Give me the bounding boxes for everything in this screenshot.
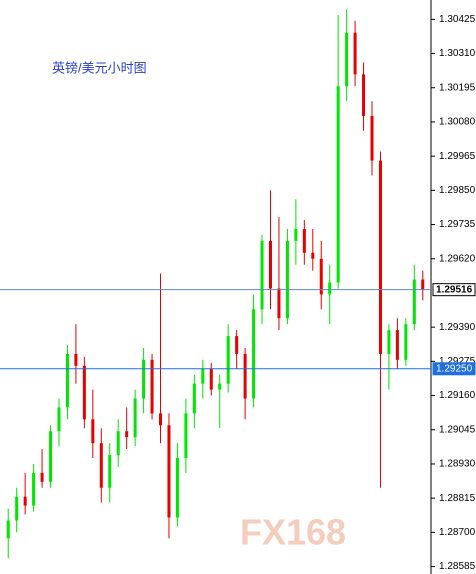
candle-body — [99, 443, 103, 488]
y-tick-label: 1.30195 — [439, 82, 476, 93]
candle-body — [40, 472, 44, 482]
y-tick-label: 1.29275 — [439, 356, 476, 367]
candle-body — [133, 398, 137, 438]
candle-body — [345, 32, 349, 87]
candle-body — [184, 413, 188, 459]
y-tick-label: 1.28700 — [439, 527, 476, 538]
y-tick-label: 1.30425 — [439, 14, 476, 25]
price-label-box — [432, 362, 476, 376]
y-tick-label: 1.30080 — [439, 117, 476, 128]
candle-body — [125, 431, 129, 438]
y-tick-label: 1.30310 — [439, 48, 476, 59]
candle-body — [32, 472, 36, 506]
y-tick-label: 1.29620 — [439, 253, 476, 264]
y-tick-label: 1.29965 — [439, 151, 476, 162]
y-tick-label: 1.29850 — [439, 185, 476, 196]
candle-body — [302, 229, 306, 253]
y-tick-label: 1.28815 — [439, 493, 476, 504]
candle-body — [175, 458, 179, 518]
y-tick-label: 1.29735 — [439, 219, 476, 230]
candle-body — [252, 309, 256, 399]
candle-body — [370, 115, 374, 161]
candle-body — [362, 74, 366, 116]
candle-body — [294, 229, 298, 241]
candle-body — [235, 336, 239, 354]
candle-body — [353, 32, 357, 75]
candle-body — [226, 336, 230, 384]
candle-body — [192, 383, 196, 414]
y-tick-label: 1.29160 — [439, 390, 476, 401]
candle-body — [387, 330, 391, 354]
candle-body — [142, 359, 146, 399]
candle-body — [243, 353, 247, 399]
candle-body — [167, 425, 171, 518]
candle-body — [218, 383, 222, 390]
candle-body — [6, 520, 10, 539]
candle-body — [23, 496, 27, 506]
price-label-box — [432, 283, 476, 297]
candle-body — [116, 431, 120, 456]
candle-body — [57, 407, 61, 432]
candle-body — [108, 455, 112, 488]
y-tick-label: 1.28930 — [439, 459, 476, 470]
candle-body — [15, 496, 19, 521]
y-tick-label: 1.28585 — [439, 561, 476, 572]
y-tick-label: 1.29045 — [439, 424, 476, 435]
candle-body — [65, 353, 69, 408]
candle-body — [336, 86, 340, 283]
candle-body — [209, 368, 213, 390]
candle-body — [150, 359, 154, 414]
candle-body — [404, 324, 408, 360]
candle-body — [91, 419, 95, 444]
candle-body — [378, 160, 382, 354]
candle-body — [260, 240, 264, 310]
price-label: 1.29250 — [436, 363, 473, 374]
candle-body — [268, 240, 272, 289]
candle-body — [328, 282, 332, 295]
candle-body — [49, 431, 53, 482]
candle-body — [421, 279, 425, 290]
chart-title: 英镑/美元小时图 — [52, 60, 147, 75]
candle-body — [277, 288, 281, 319]
candle-body — [395, 330, 399, 360]
candle-body — [82, 365, 86, 420]
candle-body — [74, 353, 78, 366]
candle-body — [159, 413, 163, 426]
y-tick-label: 1.29390 — [439, 322, 476, 333]
candle-body — [412, 279, 416, 325]
candle-body — [285, 240, 289, 319]
candle-body — [201, 368, 205, 384]
candle-body — [319, 258, 323, 295]
candle-body — [311, 252, 315, 259]
price-label: 1.29516 — [436, 284, 473, 295]
watermark: FX168 — [240, 512, 346, 553]
